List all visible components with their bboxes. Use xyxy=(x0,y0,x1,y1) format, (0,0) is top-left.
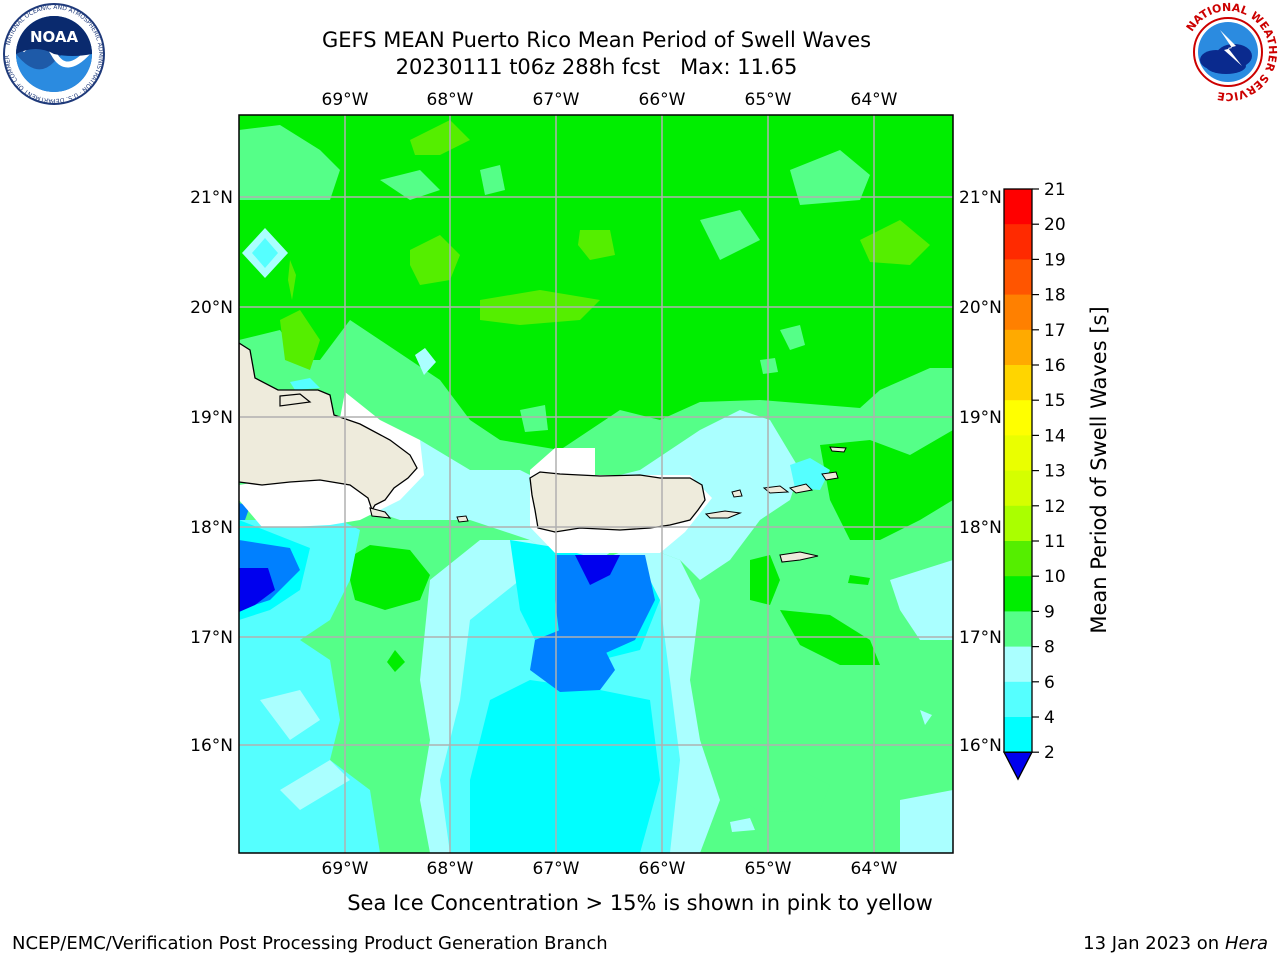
colorbar-tick-label: 19 xyxy=(1044,250,1066,270)
colorbar-band xyxy=(1004,365,1032,401)
plot-frame xyxy=(238,114,954,854)
colorbar xyxy=(1002,188,1034,781)
lat-label-left-17n: 17°N xyxy=(190,628,233,648)
lat-label-right-19n: 19°N xyxy=(959,408,1002,428)
lon-label-top-65w: 65°W xyxy=(745,90,792,110)
colorbar-band xyxy=(1004,435,1032,472)
map-title: GEFS MEAN Puerto Rico Mean Period of Swe… xyxy=(321,28,872,52)
colorbar-underflow-arrow xyxy=(1002,751,1034,781)
lat-label-left-21n: 21°N xyxy=(190,188,233,208)
colorbar-tick-label: 12 xyxy=(1044,497,1066,517)
lat-label-right-21n: 21°N xyxy=(959,188,1002,208)
lon-label-bottom-64w: 64°W xyxy=(851,859,898,879)
colorbar-tick-label: 10 xyxy=(1044,567,1066,587)
sea-ice-note: Sea Ice Concentration > 15% is shown in … xyxy=(347,891,933,915)
nws-logo-icon: NATIONAL WEATHER SERVICE xyxy=(1178,1,1279,103)
lon-label-top-64w: 64°W xyxy=(851,90,898,110)
swell-period-field xyxy=(239,115,953,853)
colorbar-band xyxy=(1004,646,1032,683)
colorbar-label: Mean Period of Swell Waves [s] xyxy=(1087,306,1111,633)
lon-label-bottom-68w: 68°W xyxy=(427,859,474,879)
lon-label-bottom-69w: 69°W xyxy=(322,859,369,879)
colorbar-tick-label: 2 xyxy=(1044,743,1055,763)
colorbar-tick-label: 8 xyxy=(1044,638,1055,658)
lat-label-left-18n: 18°N xyxy=(190,518,233,538)
colorbar-tick-label: 13 xyxy=(1044,462,1066,482)
lat-label-left-19n: 19°N xyxy=(190,408,233,428)
colorbar-band xyxy=(1004,717,1032,753)
colorbar-band xyxy=(1004,681,1032,718)
colorbar-band xyxy=(1004,576,1032,612)
footer-date-text: 13 Jan 2023 on xyxy=(1083,933,1225,954)
lat-label-left-20n: 20°N xyxy=(190,298,233,318)
lon-label-bottom-66w: 66°W xyxy=(639,859,686,879)
footer-date: 13 Jan 2023 on Hera xyxy=(1083,933,1268,954)
lat-label-right-16n: 16°N xyxy=(959,736,1002,756)
colorbar-tick-label: 4 xyxy=(1044,708,1055,728)
colorbar-tick-label: 15 xyxy=(1044,391,1066,411)
map-subtitle: 20230111 t06z 288h fcst Max: 11.65 xyxy=(395,55,798,79)
lon-label-top-66w: 66°W xyxy=(639,90,686,110)
footer-credit: NCEP/EMC/Verification Post Processing Pr… xyxy=(12,933,608,954)
lat-label-right-17n: 17°N xyxy=(959,628,1002,648)
colorbar-band xyxy=(1004,470,1032,507)
colorbar-band xyxy=(1004,400,1032,436)
colorbar-band xyxy=(1004,541,1032,577)
colorbar-tick-label: 21 xyxy=(1044,180,1066,200)
colorbar-tick-label: 17 xyxy=(1044,321,1066,341)
lat-label-right-18n: 18°N xyxy=(959,518,1002,538)
lon-label-bottom-65w: 65°W xyxy=(745,859,792,879)
lon-label-top-67w: 67°W xyxy=(533,90,580,110)
colorbar-tick-label: 14 xyxy=(1044,426,1066,446)
noaa-logo-icon: NOAA NATIONAL OCEANIC AND ATMOSPHERIC AD… xyxy=(2,2,105,105)
footer-machine: Hera xyxy=(1224,933,1268,954)
colorbar-tick-label: 20 xyxy=(1044,215,1066,235)
colorbar-band xyxy=(1004,329,1032,366)
colorbar-tick-label: 6 xyxy=(1044,673,1055,693)
colorbar-band xyxy=(1004,259,1032,296)
colorbar-tick-label: 11 xyxy=(1044,532,1066,552)
colorbar-band xyxy=(1004,505,1032,542)
lon-label-top-69w: 69°W xyxy=(322,90,369,110)
colorbar-band xyxy=(1004,611,1032,648)
colorbar-tick-label: 9 xyxy=(1044,602,1055,622)
lon-label-top-68w: 68°W xyxy=(427,90,474,110)
colorbar-band xyxy=(1004,189,1032,225)
lat-label-right-20n: 20°N xyxy=(959,298,1002,318)
svg-text:NOAA: NOAA xyxy=(30,28,79,46)
colorbar-tick-label: 18 xyxy=(1044,286,1066,306)
colorbar-tick-label: 16 xyxy=(1044,356,1066,376)
lon-label-bottom-67w: 67°W xyxy=(533,859,580,879)
colorbar-band xyxy=(1004,224,1032,260)
colorbar-band xyxy=(1004,294,1032,331)
lat-label-left-16n: 16°N xyxy=(190,736,233,756)
graticule xyxy=(239,115,953,853)
